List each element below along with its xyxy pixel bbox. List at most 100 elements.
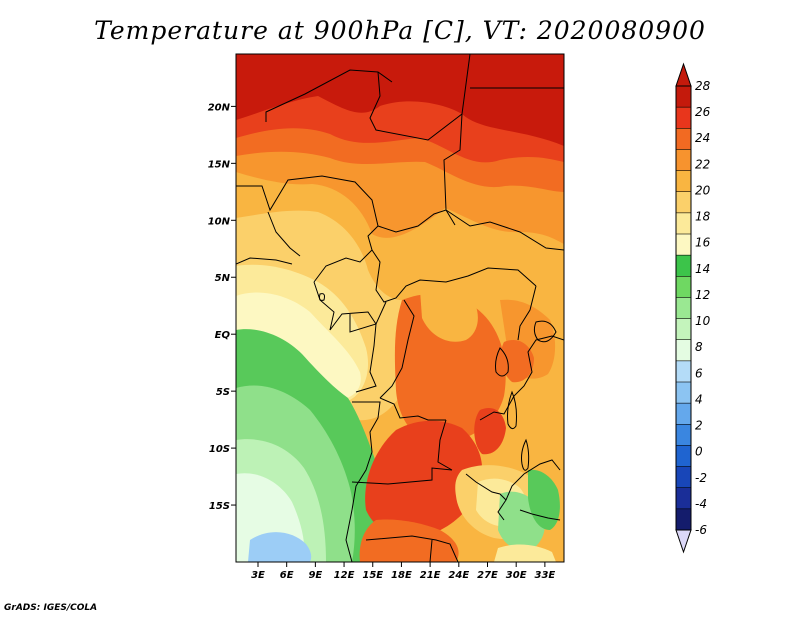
colorbar-label: 2 — [695, 419, 703, 433]
country-border — [236, 175, 379, 227]
lon-tick-label: 18E — [391, 570, 412, 581]
lon-tick-label: 15E — [362, 570, 383, 581]
colorbar-label: 28 — [695, 79, 711, 93]
lon-tick-label: 27E — [477, 570, 498, 581]
lon-tick-label: 12E — [334, 570, 355, 581]
colorbar-segment — [676, 339, 691, 362]
colorbar-segment — [676, 382, 691, 404]
lat-tick-label: 10S — [209, 444, 230, 455]
colorbar-label: 24 — [695, 131, 710, 145]
lat-tick-label: 5N — [215, 273, 231, 284]
country-border — [349, 301, 387, 333]
country-border — [379, 299, 415, 399]
colorbar-label: 0 — [695, 445, 703, 459]
colorbar-label: 16 — [695, 236, 711, 250]
colorbar-label: -6 — [695, 523, 707, 537]
lat-tick-label: 5S — [216, 387, 230, 398]
lat-tick-label: 15S — [209, 501, 230, 512]
country-border — [443, 113, 463, 226]
lake-outline — [319, 293, 325, 301]
country-border — [365, 535, 459, 562]
country-border — [355, 323, 377, 393]
colorbar-label: 20 — [695, 183, 711, 197]
lon-tick-label: 30E — [506, 570, 527, 581]
country-border — [517, 285, 537, 341]
axis-ticks: 20N 15N 10N 5N EQ 5S 10S 15S 3E 6E 9E 12E 15E 18E 21E 2… — [208, 102, 556, 581]
lat-tick-label: 15N — [208, 159, 231, 170]
country-border — [371, 249, 537, 303]
lon-tick-label: 9E — [308, 570, 322, 581]
country-border — [377, 209, 564, 251]
temperature-region — [394, 293, 506, 444]
country-borders — [236, 54, 564, 562]
temperature-region — [365, 420, 483, 539]
grads-credit: GrADS: IGES/COLA — [4, 603, 98, 613]
colorbar-segment — [676, 276, 691, 298]
lake-outline — [533, 320, 557, 343]
colorbar-segment — [676, 360, 691, 383]
colorbar-segment — [676, 508, 691, 531]
colorbar-label: 4 — [695, 392, 703, 406]
colorbar-segment — [676, 234, 691, 256]
lake-outline — [495, 347, 509, 377]
country-border — [313, 225, 379, 283]
colorbar-segment — [676, 107, 691, 129]
colorbar-segment — [676, 297, 691, 320]
temperature-region — [359, 519, 459, 562]
country-border — [437, 419, 453, 471]
colorbar-segment — [676, 149, 691, 172]
country-border — [345, 509, 353, 562]
colorbar-segment — [676, 318, 691, 341]
colorbar-label: -4 — [695, 497, 707, 511]
colorbar-segment — [676, 255, 691, 277]
colorbar-segment — [676, 466, 691, 489]
colorbar-segment — [676, 212, 691, 235]
map-frame — [235, 53, 565, 563]
lake-outline — [507, 390, 517, 430]
country-border — [429, 539, 433, 562]
country-border — [329, 311, 377, 331]
lake-outline — [521, 438, 530, 471]
colorbar-label: 12 — [695, 288, 710, 302]
country-border — [505, 459, 561, 501]
country-border — [265, 69, 393, 122]
lat-tick-label: EQ — [215, 330, 231, 341]
colorbar-label: 26 — [695, 105, 711, 119]
colorbar-segment — [676, 445, 691, 468]
colorbar-segment — [676, 487, 691, 510]
country-border — [267, 211, 301, 257]
map-title: Temperature at 900hPa [C], VT: 202008090… — [94, 16, 706, 45]
colorbar-top-arrow — [675, 62, 692, 87]
colorbar-label: 18 — [695, 210, 711, 224]
temperature-region — [494, 544, 556, 562]
country-border — [479, 335, 564, 421]
colorbar-segment — [676, 170, 691, 193]
temperature-region — [420, 285, 478, 342]
colorbar-segment — [676, 128, 691, 150]
lat-tick-label: 10N — [208, 216, 231, 227]
country-border — [351, 467, 453, 485]
colorbar-segment — [676, 424, 691, 446]
country-border — [465, 473, 507, 521]
colorbar-segment — [676, 403, 691, 425]
lat-tick-label: 20N — [208, 102, 231, 113]
lon-tick-label: 21E — [420, 570, 441, 581]
temperature-field — [236, 54, 564, 562]
country-border — [519, 509, 561, 521]
colorbar-bottom-arrow — [675, 529, 692, 554]
colorbar-label: -2 — [695, 471, 707, 485]
colorbar-label: 14 — [695, 262, 710, 276]
lon-tick-label: 6E — [280, 570, 294, 581]
temperature-region — [474, 408, 506, 455]
colorbar-segment — [676, 86, 691, 108]
colorbar-segment — [676, 191, 691, 214]
temperature-region — [248, 532, 312, 562]
lon-tick-label: 24E — [448, 570, 469, 581]
lon-tick-label: 3E — [251, 570, 265, 581]
colorbar-label: 6 — [695, 366, 703, 380]
colorbar-label: 8 — [695, 340, 703, 354]
colorbar-label: 10 — [695, 314, 711, 328]
country-border — [313, 281, 335, 331]
country-border — [351, 401, 381, 511]
